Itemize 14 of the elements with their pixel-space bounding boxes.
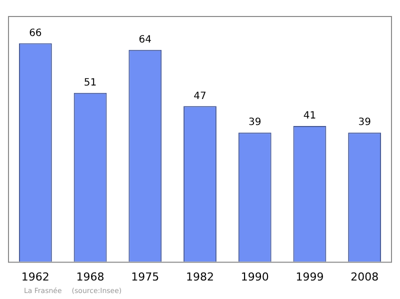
x-tick-label: 1962 — [21, 270, 50, 284]
data-label: 39 — [358, 117, 371, 128]
x-tick-label: 2008 — [350, 270, 379, 284]
x-tick-label: 1990 — [240, 270, 269, 284]
data-label: 39 — [248, 117, 262, 128]
data-label: 66 — [29, 28, 42, 39]
x-tick-label: 1999 — [296, 270, 324, 284]
x-tick-label: 1968 — [76, 270, 104, 284]
data-label: 51 — [84, 78, 97, 89]
data-label: 64 — [138, 34, 152, 46]
x-tick-label: 1975 — [131, 270, 160, 284]
data-label: 47 — [194, 90, 206, 102]
x-tick-label: 1982 — [186, 270, 214, 284]
data-label: 41 — [303, 110, 316, 122]
